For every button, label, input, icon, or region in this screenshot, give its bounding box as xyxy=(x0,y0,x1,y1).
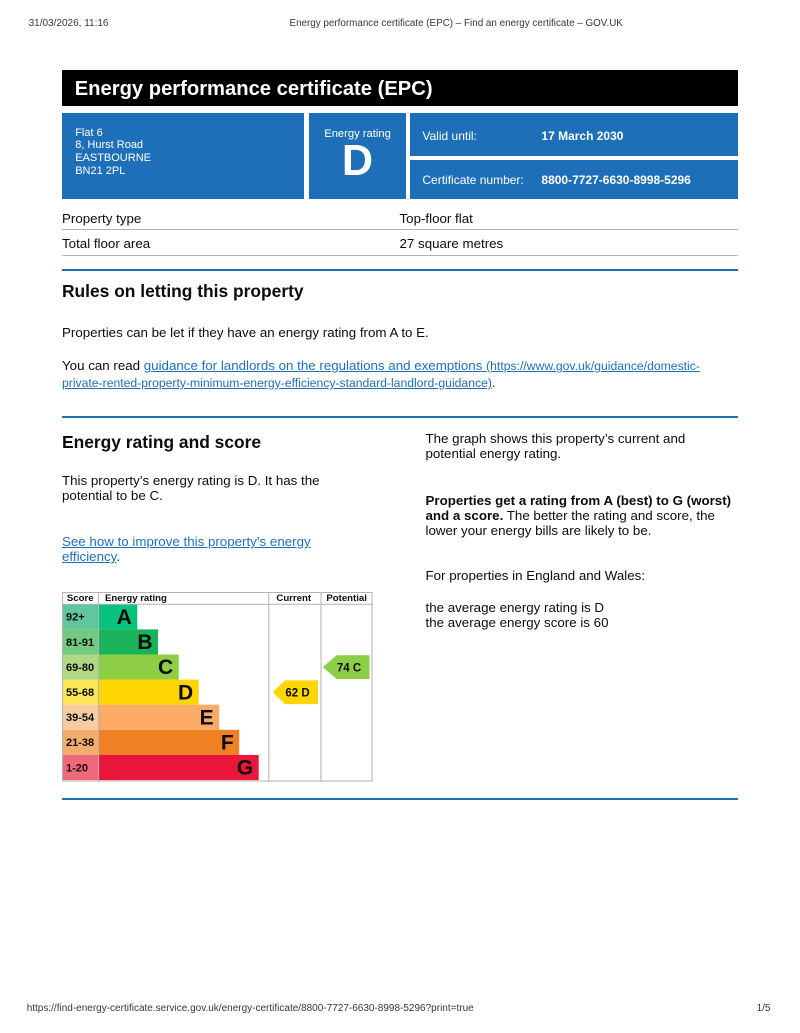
svg-text:39-54: 39-54 xyxy=(66,712,95,724)
svg-text:C: C xyxy=(158,656,173,679)
svg-text:D: D xyxy=(178,681,193,704)
svg-text:E: E xyxy=(200,706,214,729)
svg-text:69-80: 69-80 xyxy=(66,662,94,674)
svg-text:F: F xyxy=(221,732,234,755)
svg-text:1-20: 1-20 xyxy=(66,762,88,774)
svg-text:74 C: 74 C xyxy=(337,663,361,675)
svg-text:B: B xyxy=(137,631,152,654)
svg-text:Score: Score xyxy=(67,593,94,604)
svg-text:Current: Current xyxy=(276,593,311,604)
svg-text:55-68: 55-68 xyxy=(66,687,94,699)
svg-text:G: G xyxy=(237,757,253,780)
svg-text:92+: 92+ xyxy=(66,612,85,624)
svg-text:A: A xyxy=(117,606,132,629)
svg-text:81-91: 81-91 xyxy=(66,637,94,649)
svg-text:Potential: Potential xyxy=(326,593,367,604)
svg-text:Energy rating: Energy rating xyxy=(105,593,167,604)
svg-text:21-38: 21-38 xyxy=(66,737,94,749)
svg-text:62 D: 62 D xyxy=(285,688,309,700)
